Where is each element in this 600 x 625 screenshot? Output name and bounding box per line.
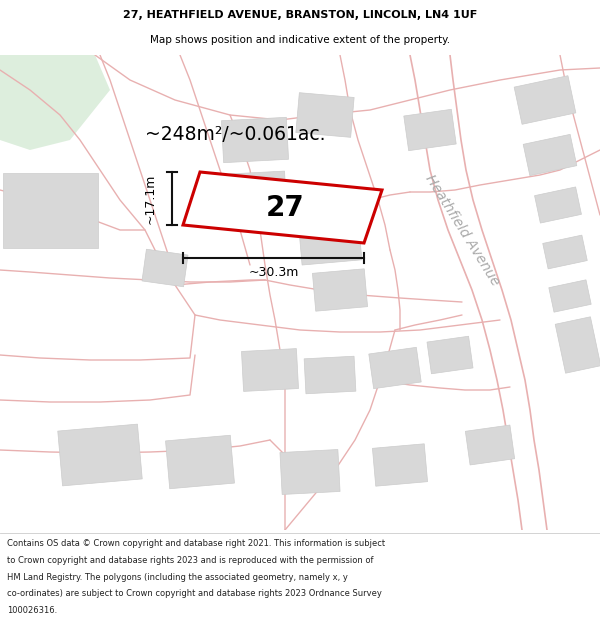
Bar (427, 336, 473, 374)
Bar (466, 425, 515, 465)
Bar (313, 269, 368, 311)
Text: ~30.3m: ~30.3m (248, 266, 299, 279)
Bar (514, 76, 576, 124)
Polygon shape (0, 55, 110, 150)
Bar (543, 235, 587, 269)
Bar (230, 171, 286, 209)
Bar (304, 356, 356, 394)
Text: ~248m²/~0.061ac.: ~248m²/~0.061ac. (145, 126, 325, 144)
Bar (535, 187, 581, 223)
Text: Contains OS data © Crown copyright and database right 2021. This information is : Contains OS data © Crown copyright and d… (7, 539, 385, 549)
Bar (241, 349, 299, 391)
Bar (555, 317, 600, 373)
Bar (280, 449, 340, 494)
Bar (142, 249, 188, 287)
Text: to Crown copyright and database rights 2023 and is reproduced with the permissio: to Crown copyright and database rights 2… (7, 556, 374, 565)
Bar (523, 134, 577, 176)
Text: ~17.1m: ~17.1m (143, 173, 157, 224)
Text: 27, HEATHFIELD AVENUE, BRANSTON, LINCOLN, LN4 1UF: 27, HEATHFIELD AVENUE, BRANSTON, LINCOLN… (123, 11, 477, 21)
Bar (298, 215, 362, 265)
Bar (369, 348, 421, 389)
Text: Map shows position and indicative extent of the property.: Map shows position and indicative extent… (150, 34, 450, 44)
Text: Heathfield Avenue: Heathfield Avenue (422, 172, 502, 288)
Polygon shape (183, 172, 382, 243)
Bar (549, 280, 591, 312)
Text: HM Land Registry. The polygons (including the associated geometry, namely x, y: HM Land Registry. The polygons (includin… (7, 572, 348, 582)
Text: 27: 27 (266, 194, 304, 222)
Bar (58, 424, 142, 486)
Bar (373, 444, 428, 486)
Bar (221, 118, 289, 162)
Bar (166, 435, 235, 489)
Bar (2, 173, 97, 248)
Bar (296, 92, 354, 138)
Text: 100026316.: 100026316. (7, 606, 58, 615)
Bar (404, 109, 456, 151)
Text: co-ordinates) are subject to Crown copyright and database rights 2023 Ordnance S: co-ordinates) are subject to Crown copyr… (7, 589, 382, 598)
